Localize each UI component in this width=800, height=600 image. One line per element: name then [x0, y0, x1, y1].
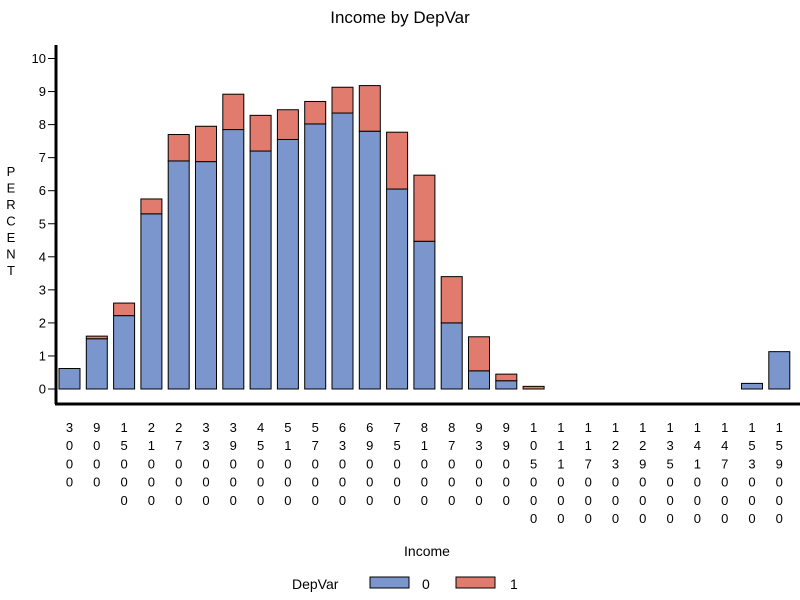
bar-segment-depvar-0: [276, 138, 299, 390]
chart-title: Income by DepVar: [330, 8, 470, 27]
bar-segment-depvar-1: [386, 131, 409, 190]
bar-segment-depvar-0: [85, 338, 108, 390]
bar-segment-depvar-0: [413, 240, 436, 390]
y-tick-label: 3: [39, 282, 46, 297]
bar-segment-depvar-1: [522, 385, 545, 390]
bar-segment-depvar-0: [386, 188, 409, 390]
y-axis-label-letter: P: [7, 164, 16, 179]
y-axis-label-letter: R: [6, 197, 15, 212]
legend-swatch-depvar-0: [369, 576, 410, 589]
bar-segment-depvar-1: [85, 335, 108, 340]
bar-segment-depvar-0: [331, 112, 354, 390]
bars: [58, 85, 791, 390]
y-axis-ticks: 0 1 2 3 4 5 6 7 8 9 10: [32, 51, 56, 397]
bar-segment-depvar-1: [195, 125, 217, 163]
bar-segment-depvar-1: [249, 114, 272, 152]
bar-segment-depvar-1: [276, 109, 299, 140]
bar-segment-depvar-0: [113, 315, 136, 390]
bar-segment-depvar-0: [304, 123, 327, 390]
y-tick-label: 10: [32, 51, 46, 66]
bar-segment-depvar-0: [58, 368, 81, 390]
y-axis-label-letter: N: [6, 247, 15, 262]
bar-segment-depvar-1: [167, 134, 190, 162]
bar-segment-depvar-0: [495, 380, 518, 390]
bar-segment-depvar-1: [113, 302, 136, 317]
bar-segment-depvar-0: [741, 382, 763, 390]
y-tick-label: 0: [39, 382, 46, 397]
bar-segment-depvar-1: [468, 336, 490, 372]
bar-segment-depvar-1: [358, 85, 381, 132]
bar-segment-depvar-0: [249, 150, 272, 390]
bar-segment-depvar-0: [167, 160, 190, 390]
y-axis-label-letter: C: [6, 214, 15, 229]
bar-segment-depvar-1: [222, 93, 245, 131]
bar-segment-depvar-1: [304, 100, 327, 125]
y-tick-label: 1: [39, 348, 46, 363]
y-axis-label-letter: E: [7, 230, 16, 245]
y-tick-label: 2: [39, 315, 46, 330]
bar-segment-depvar-1: [413, 174, 436, 242]
legend-label-depvar-0: 0: [422, 576, 430, 592]
bar-segment-depvar-0: [358, 130, 381, 390]
y-tick-label: 7: [39, 150, 46, 165]
legend: DepVar 0 1: [292, 576, 518, 592]
bar-segment-depvar-0: [140, 213, 163, 390]
x-axis-label: Income: [404, 543, 450, 559]
y-tick-label: 9: [39, 84, 46, 99]
y-tick-label: 4: [39, 249, 46, 264]
bar-segment-depvar-0: [222, 129, 245, 390]
legend-swatch-depvar-1: [455, 576, 496, 589]
legend-title: DepVar: [292, 576, 339, 592]
y-tick-label: 8: [39, 117, 46, 132]
y-tick-label: 6: [39, 183, 46, 198]
legend-label-depvar-1: 1: [510, 576, 518, 592]
bar-segment-depvar-1: [440, 276, 463, 324]
bar-segment-depvar-1: [140, 198, 163, 215]
y-axis-label-letter: E: [7, 181, 16, 196]
bar-segment-depvar-0: [468, 370, 490, 390]
bar-segment-depvar-1: [495, 373, 518, 382]
y-axis-label-letter: T: [7, 263, 15, 278]
bar-segment-depvar-0: [440, 322, 463, 390]
x-axis-tick-labels: 3 0 0 0 9 0 0 0 1 5 0 0 0 2 1 0 0 0 2 7 0 0 0 3 3 0 0 0 3 9 0 0 0 4 5 0 0 0 5 1…: [66, 420, 783, 526]
y-tick-label: 5: [39, 216, 46, 231]
bar-segment-depvar-0: [195, 161, 217, 390]
bar-segment-depvar-0: [768, 351, 791, 390]
bar-segment-depvar-1: [331, 86, 354, 114]
